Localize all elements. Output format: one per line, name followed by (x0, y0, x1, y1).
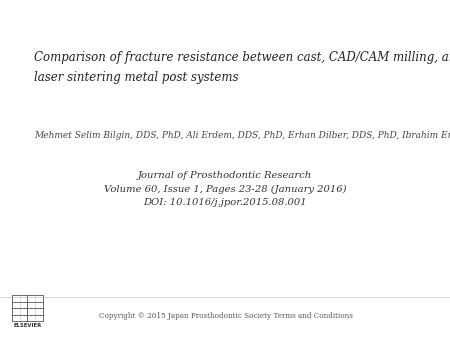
Bar (12, 295, 43, 321)
Text: ELSEVIER: ELSEVIER (13, 323, 41, 328)
Text: Copyright © 2015 Japan Prosthodontic Society Terms and Conditions: Copyright © 2015 Japan Prosthodontic Soc… (99, 312, 353, 320)
Text: Comparison of fracture resistance between cast, CAD/CAM milling, and direct meta: Comparison of fracture resistance betwee… (34, 51, 450, 84)
Text: Journal of Prosthodontic Research
Volume 60, Issue 1, Pages 23-28 (January 2016): Journal of Prosthodontic Research Volume… (104, 171, 346, 207)
Text: Mehmet Selim Bilgin, DDS, PhD, Ali Erdem, DDS, PhD, Erhan Dilber, DDS, PhD, Ibra: Mehmet Selim Bilgin, DDS, PhD, Ali Erdem… (34, 131, 450, 140)
